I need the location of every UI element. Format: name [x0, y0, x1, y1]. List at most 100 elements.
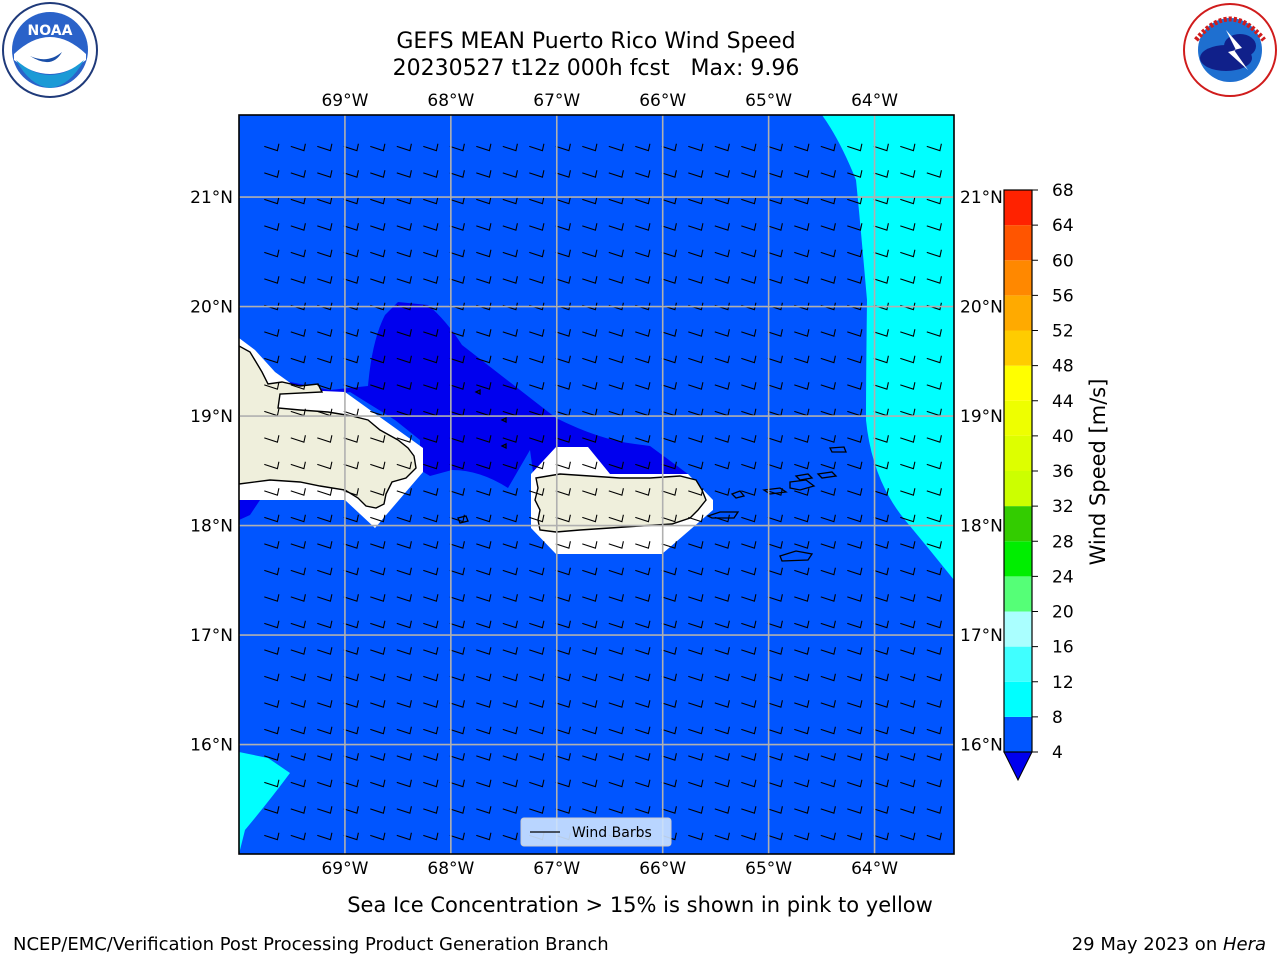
wind-barb — [926, 143, 942, 152]
wind-barb — [926, 514, 942, 523]
wind-barb — [794, 779, 810, 788]
wind-barb — [529, 673, 545, 682]
wind-barb — [926, 567, 942, 576]
wind-barb — [714, 541, 730, 549]
wind-barb — [714, 196, 730, 205]
wind-barb — [714, 832, 730, 841]
wind-barb — [926, 223, 942, 231]
wind-barb — [900, 779, 916, 788]
wind-barb — [714, 647, 730, 655]
wind-barb — [317, 726, 333, 735]
lon-tick-label: 65°W — [745, 859, 792, 879]
wind-barb — [635, 620, 651, 629]
wind-barb — [582, 806, 598, 814]
wind-barb — [396, 355, 412, 364]
wind-barb — [820, 541, 836, 549]
wind-barb — [608, 329, 624, 337]
wind-barb — [767, 382, 783, 390]
wind-barb — [317, 223, 333, 231]
wind-barb — [635, 488, 651, 496]
wind-barb — [608, 170, 624, 178]
colorbar-tick-label: 28 — [1052, 532, 1074, 552]
wind-barb — [290, 832, 306, 841]
wind-barb — [820, 700, 836, 708]
wind-barb — [820, 753, 836, 761]
wind-barb — [317, 567, 333, 576]
wind-barb — [741, 382, 757, 390]
wind-barb — [661, 541, 677, 549]
wind-barb — [423, 223, 439, 231]
wind-barb — [396, 567, 412, 576]
lat-tick-label: 16°N — [190, 736, 233, 756]
wind-barb — [264, 673, 280, 682]
wind-barb — [529, 700, 545, 708]
wind-barb — [476, 832, 492, 841]
wind-barb — [476, 726, 492, 735]
wind-barb — [794, 143, 810, 152]
wind-barb — [608, 276, 624, 284]
wind-barb — [820, 382, 836, 390]
wind-barb — [264, 382, 280, 390]
colorbar-tick-label: 64 — [1052, 216, 1074, 236]
wind-barb — [847, 435, 863, 443]
wind-barb — [873, 832, 889, 841]
wind-barb — [370, 223, 386, 231]
wind-barb — [423, 461, 439, 470]
wind-barb — [767, 143, 783, 152]
wind-barb — [847, 594, 863, 602]
wind-barb — [741, 276, 757, 284]
wind-barb — [661, 673, 677, 682]
wind-barb — [476, 249, 492, 258]
wind-barb — [608, 700, 624, 708]
wind-barb — [608, 726, 624, 735]
wind-barb — [317, 249, 333, 258]
wind-barb — [661, 435, 677, 443]
wind-barb — [502, 726, 518, 735]
wind-barb — [423, 249, 439, 258]
wind-barb — [635, 249, 651, 258]
wind-barb — [767, 461, 783, 470]
wind-barb — [290, 700, 306, 708]
wind-barb — [555, 461, 571, 470]
wind-barb — [555, 276, 571, 284]
wind-barb — [449, 382, 465, 390]
wind-barb — [449, 329, 465, 337]
wind-barb — [502, 276, 518, 284]
wind-barb — [502, 223, 518, 231]
wind-barb — [714, 620, 730, 629]
wind-barb — [847, 488, 863, 496]
wind-barb — [370, 779, 386, 788]
wind-barb — [900, 514, 916, 523]
wind-barb — [714, 806, 730, 814]
wind-barb — [714, 435, 730, 443]
colorbar-swatch — [1004, 295, 1032, 331]
wind-barb — [370, 673, 386, 682]
wind-barb — [794, 673, 810, 682]
wind-barb — [794, 832, 810, 841]
axis-ticks: 69°W 69°W 68°W 68°W 67°W 67°W 66°W 66°W 65°W 65°W… — [190, 91, 1003, 879]
wind-barb — [529, 779, 545, 788]
wind-barb — [449, 620, 465, 629]
wind-barb — [794, 170, 810, 178]
wind-barb — [820, 647, 836, 655]
wind-barb — [926, 170, 942, 178]
wind-barb — [555, 806, 571, 814]
wind-barb — [396, 594, 412, 602]
wind-barb — [423, 620, 439, 629]
colorbar-tick-label: 12 — [1052, 673, 1074, 693]
colorbar-tick-label: 8 — [1052, 708, 1063, 728]
noaa-logo: NOAA — [2, 2, 98, 98]
wind-barb — [635, 673, 651, 682]
wind-barb — [661, 620, 677, 629]
lat-tick-label: 20°N — [960, 298, 1003, 318]
wind-barb — [794, 594, 810, 602]
wind-barb — [635, 143, 651, 152]
wind-barb — [926, 753, 942, 761]
wind-barb — [290, 276, 306, 284]
wind-barb — [449, 249, 465, 258]
colorbar-swatch — [1004, 716, 1032, 752]
wind-barb — [555, 541, 571, 549]
wind-barb — [370, 541, 386, 549]
wind-barb — [317, 461, 333, 470]
wind-barb — [502, 700, 518, 708]
